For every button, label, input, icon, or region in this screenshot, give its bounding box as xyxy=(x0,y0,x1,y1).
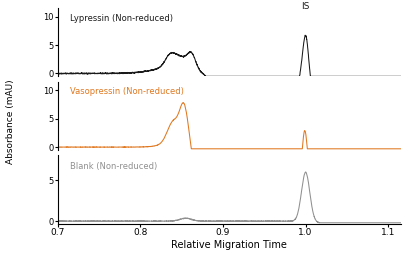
Text: IS: IS xyxy=(301,2,310,11)
Text: Blank (Non-reduced): Blank (Non-reduced) xyxy=(70,162,157,171)
Text: Absorbance (mAU): Absorbance (mAU) xyxy=(6,80,15,164)
Text: Lypressin (Non-reduced): Lypressin (Non-reduced) xyxy=(70,14,173,23)
X-axis label: Relative Migration Time: Relative Migration Time xyxy=(171,240,287,250)
Text: Vasopressin (Non-reduced): Vasopressin (Non-reduced) xyxy=(70,88,184,96)
